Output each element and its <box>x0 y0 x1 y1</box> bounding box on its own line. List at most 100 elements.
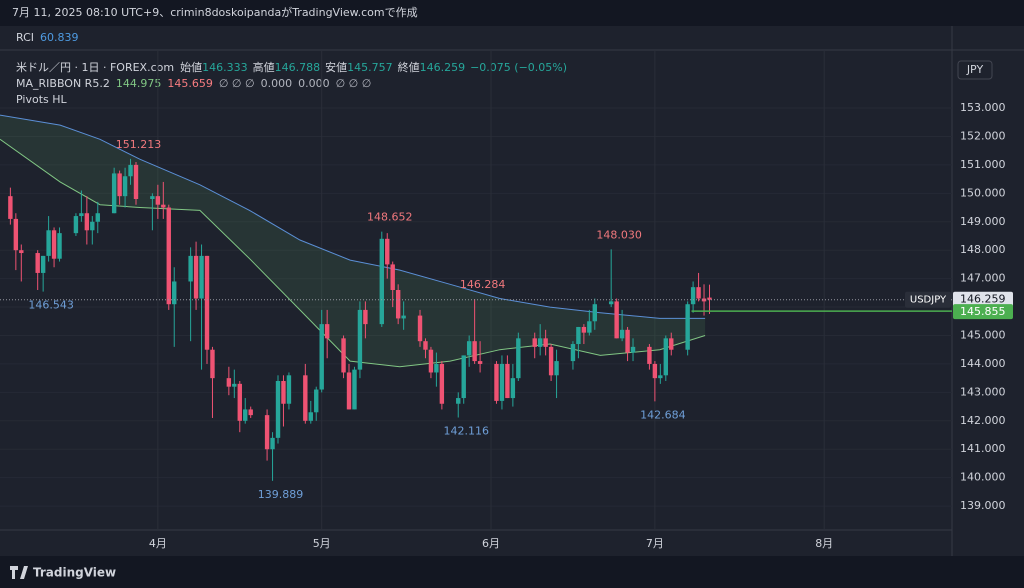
candle-body <box>477 361 483 364</box>
candle-body <box>516 338 521 379</box>
candle-body <box>658 375 663 379</box>
plot-area <box>0 50 952 530</box>
candle-body <box>385 238 390 265</box>
candle-body <box>423 341 428 350</box>
symbol: 米ドル／円 · 1日 · FOREX.com <box>16 61 174 74</box>
candle-body <box>275 380 281 438</box>
candle-body <box>8 196 13 219</box>
candle-body <box>84 213 90 231</box>
candle-body <box>663 338 668 376</box>
candle-body <box>150 196 155 200</box>
candle-body <box>690 287 696 305</box>
candle-body <box>204 255 210 350</box>
candle-body <box>379 238 384 325</box>
candle-body <box>576 326 581 345</box>
y-tick-label: 148.000 <box>960 243 1006 256</box>
x-tick-label: 7月 <box>646 537 664 550</box>
level-tag <box>953 304 1013 320</box>
ma-value: 144.975 <box>116 77 162 90</box>
candle-body <box>417 315 423 342</box>
ohlc-label: 始値 <box>180 60 202 74</box>
candle-body <box>701 298 707 302</box>
candle-body <box>46 230 51 256</box>
footer-logo <box>10 566 28 579</box>
candle-body <box>707 297 712 300</box>
candle-body <box>111 173 117 214</box>
candle-body <box>155 196 161 205</box>
candle-body <box>314 389 319 413</box>
candle-body <box>537 338 543 347</box>
candle-body <box>243 409 248 421</box>
candle-body <box>570 344 576 362</box>
candle-body <box>428 349 434 373</box>
y-tick-label: 143.000 <box>960 385 1006 398</box>
pivot-label: 148.652 <box>367 211 413 224</box>
y-tick-label: 141.000 <box>960 442 1006 455</box>
candle-body <box>324 324 330 339</box>
candle-body <box>395 290 401 319</box>
candle-body <box>232 383 237 387</box>
ohlc-value: 146.333 <box>202 61 248 74</box>
ma-nil: ∅ ∅ ∅ <box>219 77 255 90</box>
candle-body <box>357 309 363 370</box>
candle-body <box>439 363 445 404</box>
candle-body <box>51 230 57 259</box>
ma-slow-line <box>0 114 706 319</box>
y-tick-label: 151.000 <box>960 158 1006 171</box>
candle-body <box>308 412 313 421</box>
candle-body <box>647 346 652 364</box>
currency-box[interactable] <box>957 60 993 80</box>
candle-body <box>581 326 587 333</box>
candle-body <box>161 204 166 208</box>
candle-body <box>499 363 505 401</box>
y-tick-label: 144.000 <box>960 357 1006 370</box>
candle-body <box>166 207 171 305</box>
chart-background <box>0 26 1024 556</box>
candle-body <box>625 329 630 353</box>
last-price-label: 146.259 <box>960 293 1006 306</box>
x-tick-label: 4月 <box>149 537 167 550</box>
y-tick-label: 139.000 <box>960 499 1006 512</box>
candle-body <box>210 349 215 379</box>
candle-body <box>346 372 352 410</box>
y-tick-label: 149.000 <box>960 215 1006 228</box>
candle-body <box>510 378 516 399</box>
currency[interactable]: JPY <box>966 63 984 76</box>
caption: 7月 11, 2025 08:10 UTC+9、crimin8doskoipan… <box>12 5 418 19</box>
candle-body <box>172 281 177 305</box>
candle-body <box>608 301 614 305</box>
y-tick-label: 142.000 <box>960 414 1006 427</box>
candle-body <box>619 329 625 339</box>
y-tick-label: 152.000 <box>960 129 1006 142</box>
ma-legend: MA_RIBBON R5.2 144.975 145.659 ∅ ∅ ∅ 0.000 0.… <box>16 77 371 90</box>
candle-body <box>264 415 270 450</box>
ma-zero: 0.000 <box>298 77 330 90</box>
level-label: 145.855 <box>960 305 1006 318</box>
ma-name: MA_RIBBON R5.2 <box>16 77 110 90</box>
candle-body <box>303 375 308 421</box>
ohlc-label: 高値 <box>253 60 275 74</box>
candle-body <box>652 363 658 379</box>
candle-body <box>286 375 292 404</box>
candle-body <box>390 264 395 290</box>
candle-body <box>587 321 592 333</box>
pivot-label: 142.116 <box>443 425 489 438</box>
candle-body <box>79 213 84 217</box>
candle-body <box>472 341 477 362</box>
candle-body <box>614 301 619 339</box>
ma-value: 145.659 <box>167 77 213 90</box>
x-tick-label: 8月 <box>815 537 833 550</box>
candle-body <box>505 363 510 399</box>
candle-body <box>188 255 193 282</box>
y-tick-label: 140.000 <box>960 471 1006 484</box>
candle-body <box>669 338 674 350</box>
candle-body <box>685 304 690 350</box>
candle-body <box>19 250 24 254</box>
pivot-label: 142.684 <box>640 408 686 421</box>
candle-body <box>461 355 466 399</box>
pivot-label: 151.213 <box>116 138 162 151</box>
rci-name: RCI <box>16 31 34 44</box>
candle-body <box>696 287 701 299</box>
